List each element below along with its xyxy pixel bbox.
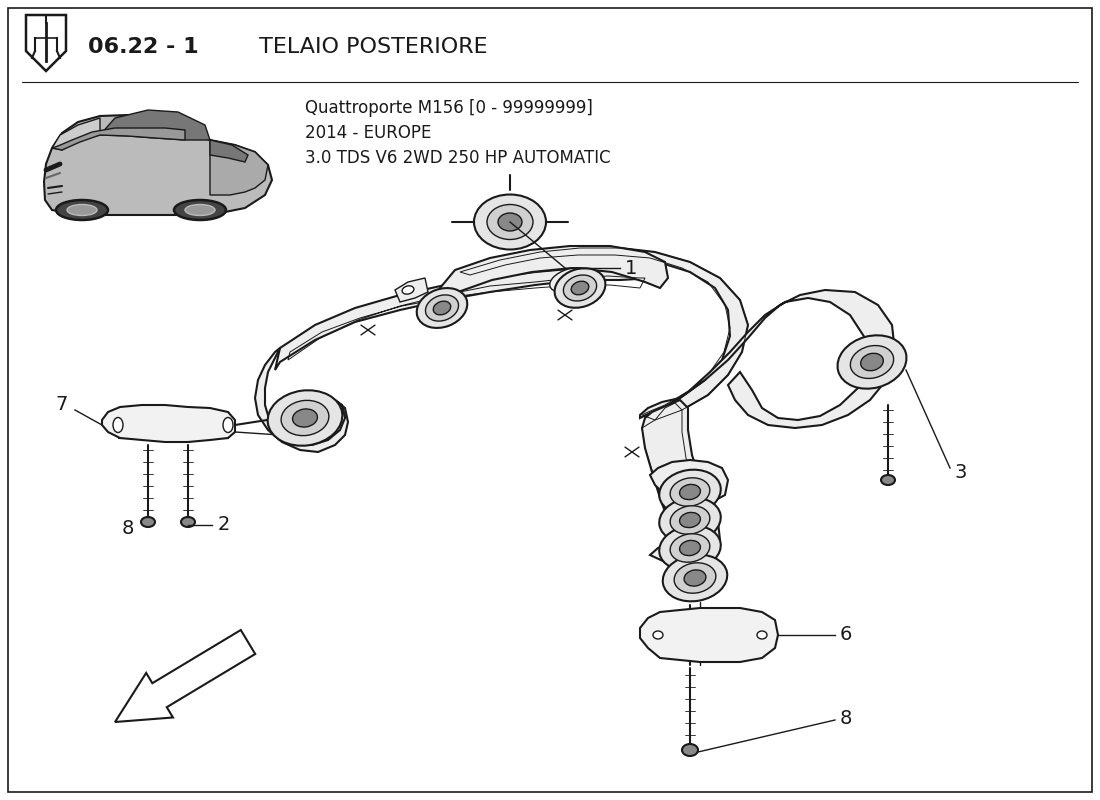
Ellipse shape — [662, 554, 727, 602]
Text: 6: 6 — [840, 626, 852, 645]
Text: Quattroporte M156 [0 - 99999999]: Quattroporte M156 [0 - 99999999] — [305, 99, 593, 117]
Ellipse shape — [653, 631, 663, 639]
Text: 2: 2 — [218, 515, 230, 534]
Ellipse shape — [860, 354, 883, 370]
Ellipse shape — [674, 562, 716, 594]
Ellipse shape — [850, 346, 893, 378]
Text: 06.22 - 1: 06.22 - 1 — [88, 37, 199, 57]
Text: 7: 7 — [56, 395, 68, 414]
Ellipse shape — [550, 268, 591, 292]
Ellipse shape — [426, 295, 459, 321]
Text: 2014 - EUROPE: 2014 - EUROPE — [305, 124, 431, 142]
Polygon shape — [116, 630, 255, 722]
Ellipse shape — [498, 213, 522, 231]
Ellipse shape — [56, 200, 108, 220]
Ellipse shape — [563, 275, 596, 301]
Polygon shape — [52, 128, 185, 150]
Ellipse shape — [682, 744, 698, 756]
Ellipse shape — [487, 205, 534, 239]
Ellipse shape — [659, 526, 720, 570]
Polygon shape — [395, 278, 428, 302]
Polygon shape — [100, 110, 210, 140]
Polygon shape — [650, 545, 708, 572]
Text: TELAIO POSTERIORE: TELAIO POSTERIORE — [252, 37, 487, 57]
Ellipse shape — [67, 205, 97, 215]
Ellipse shape — [293, 409, 318, 427]
Polygon shape — [26, 15, 66, 71]
Polygon shape — [210, 140, 248, 162]
Ellipse shape — [141, 517, 155, 527]
Ellipse shape — [433, 301, 451, 315]
Ellipse shape — [881, 475, 895, 485]
Ellipse shape — [680, 484, 701, 500]
Text: 3: 3 — [955, 462, 967, 482]
Polygon shape — [640, 290, 895, 428]
Ellipse shape — [757, 631, 767, 639]
Text: 1: 1 — [625, 258, 637, 278]
Ellipse shape — [223, 418, 233, 433]
Polygon shape — [440, 246, 668, 305]
Polygon shape — [640, 608, 778, 662]
Ellipse shape — [670, 506, 710, 534]
Ellipse shape — [684, 570, 706, 586]
Ellipse shape — [670, 534, 710, 562]
Polygon shape — [102, 405, 235, 442]
Polygon shape — [275, 268, 654, 370]
Ellipse shape — [554, 268, 605, 308]
Ellipse shape — [182, 517, 195, 527]
Polygon shape — [52, 118, 100, 150]
Ellipse shape — [113, 418, 123, 433]
Polygon shape — [642, 400, 720, 562]
Polygon shape — [210, 140, 268, 195]
Ellipse shape — [670, 478, 710, 506]
Ellipse shape — [174, 200, 226, 220]
Ellipse shape — [267, 390, 342, 446]
Ellipse shape — [282, 400, 329, 436]
Text: 8: 8 — [840, 709, 852, 727]
Ellipse shape — [837, 335, 906, 389]
Ellipse shape — [417, 288, 467, 328]
Polygon shape — [255, 348, 348, 452]
Ellipse shape — [680, 540, 701, 556]
Polygon shape — [460, 248, 748, 420]
Ellipse shape — [403, 286, 414, 294]
Text: 3.0 TDS V6 2WD 250 HP AUTOMATIC: 3.0 TDS V6 2WD 250 HP AUTOMATIC — [305, 149, 610, 167]
Ellipse shape — [659, 498, 720, 542]
Ellipse shape — [571, 282, 588, 294]
Ellipse shape — [680, 512, 701, 528]
Ellipse shape — [474, 194, 546, 250]
Ellipse shape — [659, 470, 720, 514]
Polygon shape — [650, 460, 728, 505]
Text: 8: 8 — [122, 518, 134, 538]
Polygon shape — [44, 115, 272, 215]
Ellipse shape — [185, 205, 214, 215]
